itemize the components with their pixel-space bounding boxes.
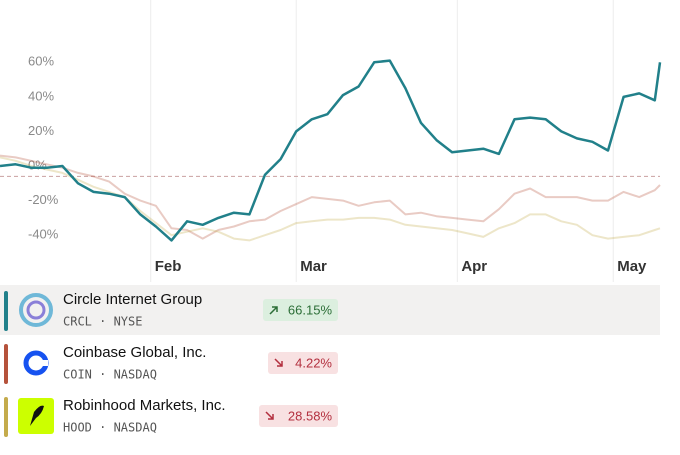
- row-color-bar: [4, 397, 8, 437]
- change-value: 28.58%: [288, 408, 333, 423]
- icon: [19, 293, 53, 327]
- x-tick-label: Feb: [155, 258, 182, 275]
- stock-name: Robinhood Markets, Inc.: [63, 397, 226, 414]
- y-tick-label: 40%: [28, 88, 54, 103]
- y-tick-label: -20%: [28, 192, 59, 207]
- change-arrow: [265, 411, 274, 420]
- change-badge: [268, 352, 338, 374]
- stock-name: Coinbase Global, Inc.: [63, 344, 206, 361]
- series-line: [0, 154, 661, 240]
- y-tick-label: 20%: [28, 123, 54, 138]
- change-badge: [263, 299, 338, 321]
- stock-name: Circle Internet Group: [63, 291, 202, 308]
- stock-ticker: HOOD · NASDAQ: [63, 421, 157, 435]
- row-color-bar: [4, 344, 8, 384]
- y-tick-label: -40%: [28, 227, 59, 242]
- y-tick-label: 60%: [28, 54, 54, 69]
- icon: [30, 405, 44, 426]
- series-line: [0, 156, 661, 242]
- series-line: [0, 59, 662, 242]
- change-badge: [259, 405, 338, 427]
- change-value: 4.22%: [295, 355, 332, 370]
- row-color-bar: [4, 291, 8, 331]
- stock-ticker: COIN · NASDAQ: [63, 368, 157, 382]
- x-tick-label: Apr: [461, 258, 487, 275]
- icon: [26, 300, 46, 320]
- stock-ticker: CRCL · NYSE: [63, 315, 142, 329]
- x-tick-label: Mar: [300, 258, 327, 275]
- icon: [38, 360, 48, 366]
- change-value: 66.15%: [288, 302, 333, 317]
- change-arrow: [269, 306, 278, 315]
- x-tick-label: May: [617, 258, 647, 275]
- change-arrow: [274, 358, 283, 367]
